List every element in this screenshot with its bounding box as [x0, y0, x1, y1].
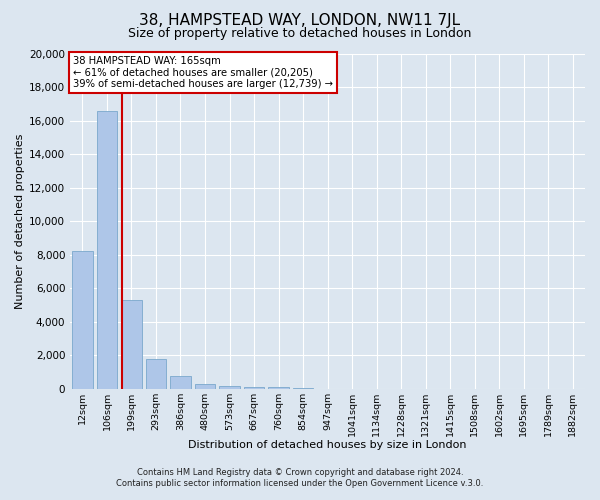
Text: 38, HAMPSTEAD WAY, LONDON, NW11 7JL: 38, HAMPSTEAD WAY, LONDON, NW11 7JL [139, 12, 461, 28]
Bar [194, 384, 215, 388]
Text: Contains HM Land Registry data © Crown copyright and database right 2024.
Contai: Contains HM Land Registry data © Crown c… [116, 468, 484, 487]
Bar [121, 300, 142, 388]
Bar [146, 360, 166, 388]
Bar [219, 386, 240, 388]
Text: 38 HAMPSTEAD WAY: 165sqm
← 61% of detached houses are smaller (20,205)
39% of se: 38 HAMPSTEAD WAY: 165sqm ← 61% of detach… [73, 56, 333, 89]
Bar [244, 387, 265, 388]
Bar [97, 111, 118, 388]
Text: Size of property relative to detached houses in London: Size of property relative to detached ho… [128, 28, 472, 40]
Bar [170, 376, 191, 388]
X-axis label: Distribution of detached houses by size in London: Distribution of detached houses by size … [188, 440, 467, 450]
Bar [72, 252, 93, 388]
Y-axis label: Number of detached properties: Number of detached properties [15, 134, 25, 309]
